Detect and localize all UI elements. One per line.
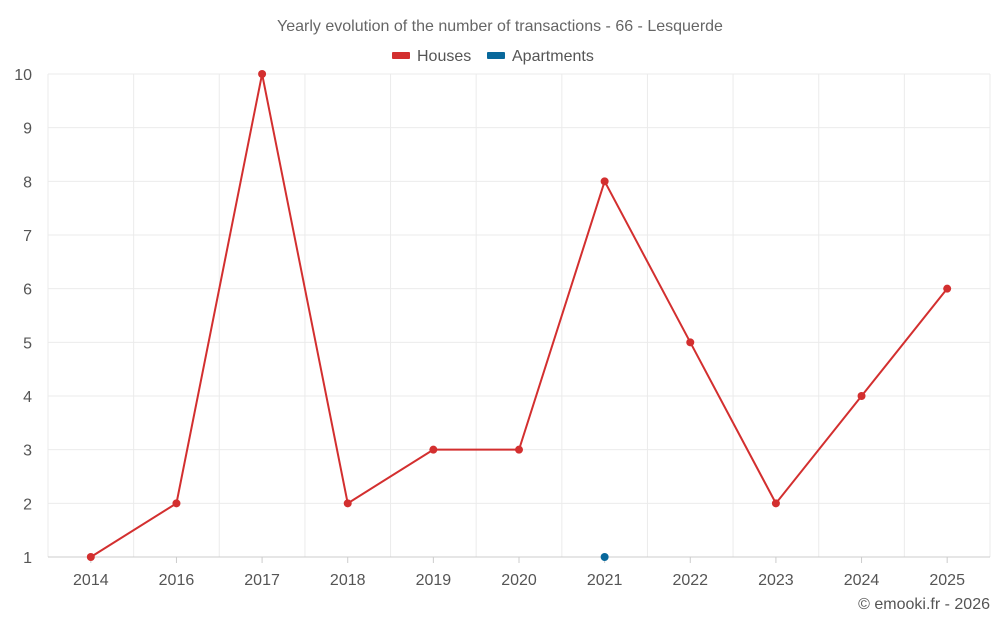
- y-axis: 1 2 3 4 5 6 7 8 9 10: [14, 67, 32, 567]
- x-tick-label-2020: 2020: [501, 572, 537, 589]
- point-houses-2021[interactable]: [600, 177, 609, 186]
- x-tick-label-2021: 2021: [587, 572, 623, 589]
- legend-label-houses: Houses: [417, 48, 471, 65]
- point-houses-2019[interactable]: [429, 445, 438, 454]
- y-tick-label-2: 2: [23, 496, 32, 513]
- credit-text: © emooki.fr - 2026: [858, 596, 990, 613]
- x-tick-label-2014: 2014: [73, 572, 109, 589]
- point-houses-2014[interactable]: [86, 553, 95, 561]
- point-houses-2024[interactable]: [857, 392, 866, 400]
- y-tick-label-3: 3: [23, 443, 32, 460]
- chart-title: Yearly evolution of the number of transa…: [277, 18, 723, 35]
- y-tick-label-8: 8: [23, 174, 32, 191]
- point-apartments-2021[interactable]: [600, 553, 609, 561]
- point-houses-2025[interactable]: [943, 284, 952, 293]
- x-axis: 2014 2016 2017 2018 2019 2020 2021 2022 2023 2024…: [48, 556, 990, 589]
- x-tick-label-2022: 2022: [672, 572, 708, 589]
- y-tick-label-7: 7: [23, 228, 32, 245]
- y-tick-label-9: 9: [23, 121, 32, 138]
- x-tick-label-2016: 2016: [159, 572, 195, 589]
- point-houses-2022[interactable]: [686, 338, 695, 347]
- x-tick-label-2023: 2023: [758, 572, 794, 589]
- legend: Houses Apartments: [392, 48, 594, 65]
- point-houses-2016[interactable]: [172, 499, 181, 508]
- point-houses-2017[interactable]: [258, 70, 267, 78]
- y-tick-label-5: 5: [23, 335, 32, 352]
- y-tick-label-10: 10: [14, 67, 32, 84]
- y-tick-label-1: 1: [23, 550, 32, 567]
- x-tick-label-2019: 2019: [416, 572, 452, 589]
- x-tick-label-2024: 2024: [844, 572, 880, 589]
- legend-swatch-houses: [392, 52, 410, 59]
- grid: [47, 73, 991, 558]
- point-houses-2018[interactable]: [343, 499, 352, 508]
- x-tick-label-2025: 2025: [929, 572, 965, 589]
- legend-item-apartments[interactable]: Apartments: [487, 48, 594, 65]
- x-tick-label-2018: 2018: [330, 572, 366, 589]
- x-tick-label-2017: 2017: [244, 572, 280, 589]
- series: [86, 70, 952, 561]
- y-tick-label-4: 4: [23, 389, 32, 406]
- y-tick-label-6: 6: [23, 282, 32, 299]
- point-houses-2020[interactable]: [515, 445, 523, 454]
- legend-label-apartments: Apartments: [512, 48, 594, 65]
- point-houses-2023[interactable]: [771, 499, 780, 508]
- series-houses: [86, 70, 952, 561]
- legend-swatch-apartments: [487, 52, 505, 59]
- legend-item-houses[interactable]: Houses: [392, 48, 471, 65]
- series-apartments: [600, 553, 609, 561]
